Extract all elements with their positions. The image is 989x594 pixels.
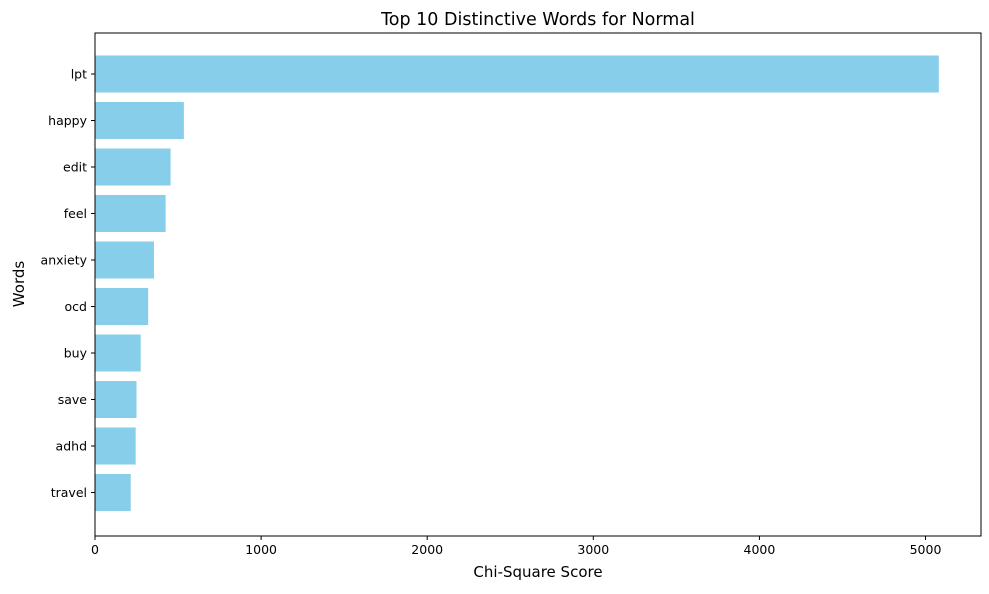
y-tick-label: lpt (71, 67, 87, 82)
y-tick-label: edit (63, 160, 87, 175)
x-tick-label: 1000 (245, 542, 277, 557)
x-axis-label: Chi-Square Score (473, 563, 602, 581)
bar-save (95, 381, 137, 418)
y-tick-label: adhd (56, 439, 87, 454)
y-tick-label: ocd (65, 299, 87, 314)
bar-lpt (95, 55, 939, 93)
x-tick-label: 0 (91, 542, 99, 557)
y-tick-label: happy (48, 113, 87, 128)
y-tick-label: anxiety (41, 253, 88, 268)
bar-edit (95, 148, 171, 186)
x-tick-label: 2000 (411, 542, 443, 557)
y-tick-label: travel (51, 485, 87, 500)
bar-ocd (95, 288, 149, 325)
y-tick-label: buy (64, 346, 88, 361)
x-tick-label: 5000 (910, 542, 942, 557)
ticks-layer: lpt happy edit feel anxiety ocd buy save adhd tra… (41, 67, 942, 558)
plot-frame (94, 32, 982, 537)
chart-title: Top 10 Distinctive Words for Normal (380, 10, 695, 30)
y-axis-label: Words (10, 261, 28, 308)
y-tick-label: save (58, 392, 88, 407)
y-tick-label: feel (64, 206, 87, 221)
x-tick-label: 3000 (577, 542, 609, 557)
bar-happy (95, 102, 184, 139)
bars-layer (95, 55, 939, 511)
bar-feel (95, 195, 166, 232)
bar-buy (95, 334, 141, 372)
bar-adhd (95, 427, 136, 465)
bar-anxiety (95, 241, 154, 279)
x-tick-label: 4000 (744, 542, 776, 557)
bar-travel (95, 474, 131, 511)
